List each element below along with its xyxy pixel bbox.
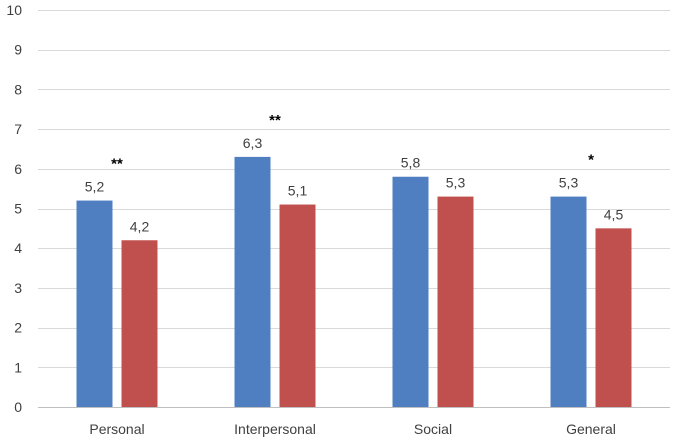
bar — [392, 176, 429, 407]
data-labels: 5,2 4,2 6,3 5,1 5,8 5,3 5,3 4,5 — [85, 135, 624, 234]
y-tick-label: 0 — [14, 399, 22, 415]
significance-marker: ** — [269, 112, 281, 129]
y-tick-label: 4 — [14, 240, 22, 256]
significance-markers: ***** — [111, 112, 594, 173]
data-label: 5,1 — [288, 183, 308, 199]
data-label: 4,2 — [130, 218, 150, 234]
bar — [121, 240, 158, 407]
y-tick-label: 2 — [14, 320, 22, 336]
data-label: 5,2 — [85, 179, 105, 195]
bar — [550, 196, 587, 407]
y-tick-label: 3 — [14, 280, 22, 296]
y-tick-label: 8 — [14, 81, 22, 97]
bar — [437, 196, 474, 407]
data-label: 4,5 — [604, 206, 624, 222]
category-label: Interpersonal — [234, 421, 316, 437]
bar — [595, 228, 632, 407]
y-axis-ticks: 0 1 2 3 4 5 6 7 8 9 10 — [6, 2, 22, 415]
y-tick-label: 7 — [14, 121, 22, 137]
significance-marker: ** — [111, 156, 123, 173]
y-tick-label: 9 — [14, 42, 22, 58]
category-label: Personal — [89, 421, 144, 437]
significance-marker: * — [588, 152, 594, 169]
y-tick-label: 5 — [14, 201, 22, 217]
bar — [279, 204, 316, 407]
y-tick-label: 1 — [14, 359, 22, 375]
y-tick-label: 6 — [14, 161, 22, 177]
bar — [234, 156, 271, 407]
data-label: 5,8 — [401, 155, 421, 171]
bar — [76, 200, 113, 407]
category-labels: Personal Interpersonal Social General — [89, 421, 616, 437]
data-label: 5,3 — [559, 175, 579, 191]
category-label: General — [566, 421, 616, 437]
data-label: 5,3 — [446, 175, 466, 191]
y-tick-label: 10 — [6, 2, 22, 18]
category-label: Social — [414, 421, 452, 437]
bars — [76, 156, 632, 407]
data-label: 6,3 — [243, 135, 263, 151]
